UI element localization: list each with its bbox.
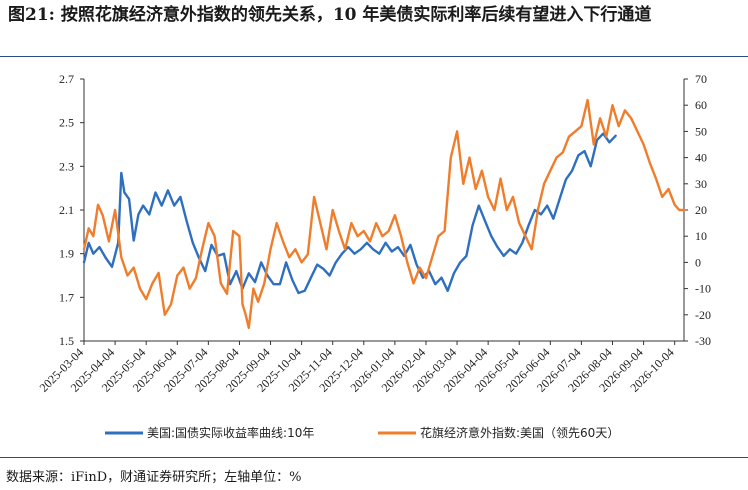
page-title: 图21: 按照花旗经济意外指数的领先关系，10 年美债实际利率后续有望进入下行通… bbox=[8, 5, 652, 25]
left-tick-label: 2.7 bbox=[59, 72, 74, 86]
series-lines bbox=[82, 98, 686, 330]
right-tick-label: -30 bbox=[695, 334, 711, 348]
left-tick-label: 2.3 bbox=[59, 159, 74, 173]
right-tick-label: -10 bbox=[695, 282, 711, 296]
right-tick-label: 50 bbox=[695, 124, 707, 138]
left-tick-label: 1.5 bbox=[59, 334, 74, 348]
right-tick-label: -20 bbox=[695, 308, 711, 322]
title-divider bbox=[0, 56, 748, 57]
right-axis: -30 -20 -10 0 10 20 30 40 50 60 70 bbox=[684, 72, 711, 348]
data-source-note: 数据来源：iFinD，财通证券研究所；左轴单位：% bbox=[6, 470, 302, 485]
legend-label: 花旗经济意外指数:美国（领先60天） bbox=[420, 425, 619, 440]
series-line-citi-surprise bbox=[82, 98, 686, 330]
plot-frame bbox=[83, 79, 685, 342]
right-tick-label: 20 bbox=[695, 203, 707, 217]
legend: 美国:国债实际收益率曲线:10年 花旗经济意外指数:美国（领先60天） bbox=[105, 425, 619, 440]
left-tick-label: 2.1 bbox=[59, 203, 74, 217]
right-tick-label: 60 bbox=[695, 98, 707, 112]
right-tick-label: 10 bbox=[695, 229, 707, 243]
left-tick-label: 1.7 bbox=[59, 290, 74, 304]
left-axis: 1.5 1.7 1.9 2.1 2.3 2.5 2.7 bbox=[59, 72, 84, 348]
left-tick-label: 1.9 bbox=[59, 247, 74, 261]
chart: 1.5 1.7 1.9 2.1 2.3 2.5 2.7 -30 -20 -10 0 10 20 30 40… bbox=[37, 72, 711, 440]
right-tick-label: 40 bbox=[695, 151, 707, 165]
legend-label: 美国:国债实际收益率曲线:10年 bbox=[147, 425, 314, 440]
right-tick-label: 0 bbox=[695, 255, 701, 269]
x-axis: 2025-03-042025-04-042025-05-042025-06-04… bbox=[37, 341, 677, 395]
right-tick-label: 30 bbox=[695, 177, 707, 191]
left-tick-label: 2.5 bbox=[59, 116, 74, 130]
right-tick-label: 70 bbox=[695, 72, 707, 86]
footer-divider bbox=[0, 457, 748, 458]
series-line-us-real-yield bbox=[82, 132, 617, 295]
